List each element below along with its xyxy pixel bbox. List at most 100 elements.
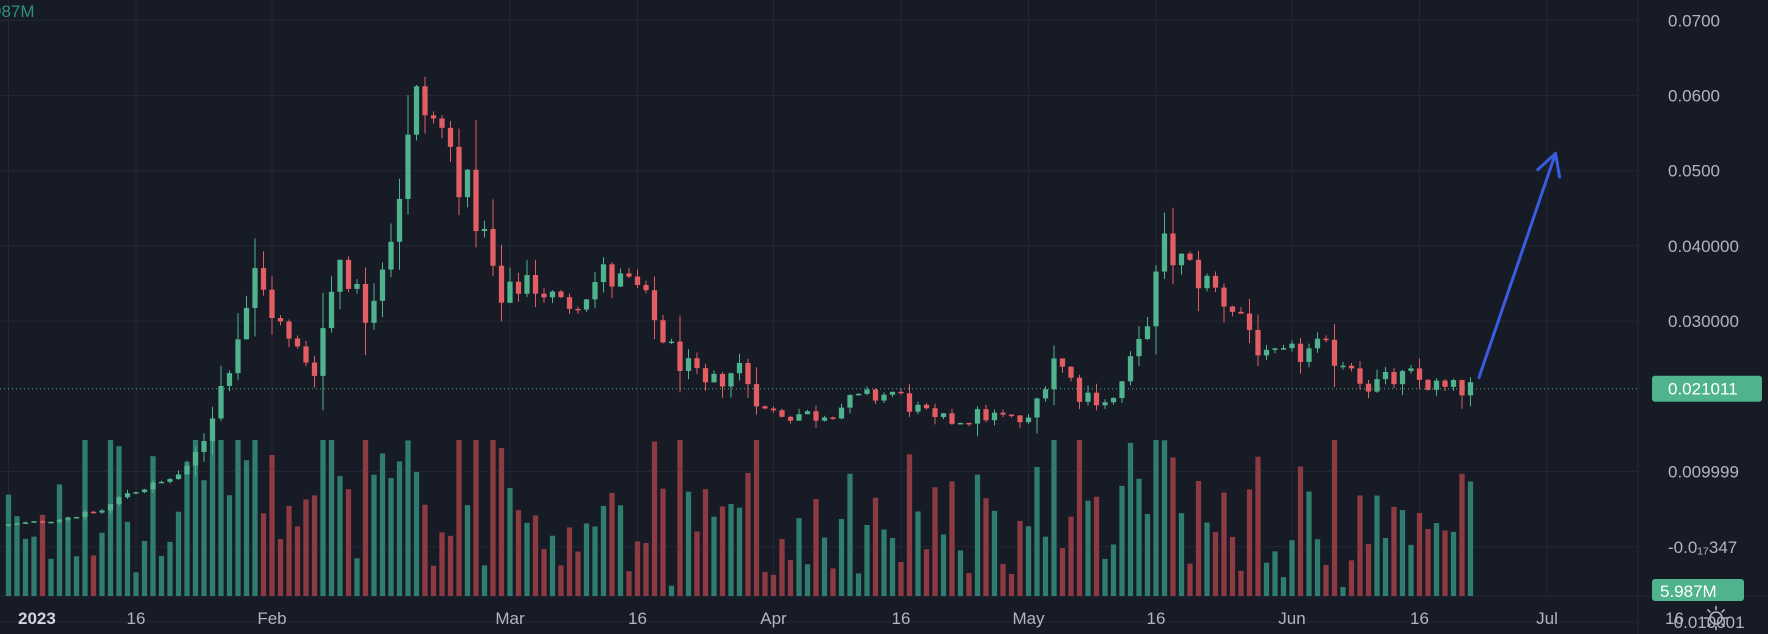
candle-body bbox=[337, 259, 343, 292]
candle-body bbox=[1416, 368, 1423, 380]
candle-body bbox=[22, 522, 29, 524]
candle-body bbox=[362, 283, 369, 323]
volume-bar bbox=[1365, 543, 1372, 596]
volume-bar bbox=[1416, 513, 1423, 596]
volume-bar bbox=[549, 535, 556, 596]
candle-body bbox=[201, 441, 207, 452]
volume-bar bbox=[1042, 536, 1049, 596]
volume-bar bbox=[957, 550, 964, 596]
volume-bar bbox=[405, 440, 411, 596]
candle-body bbox=[660, 320, 666, 343]
volume-bar bbox=[1348, 560, 1355, 596]
candle-body bbox=[320, 328, 326, 376]
sun-gear-icon[interactable] bbox=[1703, 605, 1729, 631]
candle-body bbox=[167, 479, 173, 482]
candle-body bbox=[65, 517, 71, 520]
volume-bar bbox=[677, 440, 683, 596]
volume-bar bbox=[1263, 562, 1270, 596]
price-tick-label: -0.0₁₇347 bbox=[1668, 538, 1737, 557]
volume-bar bbox=[277, 539, 284, 596]
candle-body bbox=[1093, 392, 1100, 406]
volume-bar bbox=[1195, 480, 1202, 596]
volume-bar bbox=[583, 523, 590, 596]
volume-bar bbox=[1212, 532, 1219, 596]
candle-body bbox=[39, 521, 46, 523]
volume-bar bbox=[439, 532, 445, 596]
candle-body bbox=[1144, 326, 1151, 340]
candle-body bbox=[498, 265, 505, 303]
volume-bar bbox=[821, 537, 828, 596]
volume-bar bbox=[379, 453, 386, 596]
candle-body bbox=[864, 389, 870, 394]
candle-body bbox=[1000, 412, 1006, 415]
volume-bar bbox=[507, 487, 513, 596]
volume-bar bbox=[1153, 440, 1159, 596]
volume-bar bbox=[99, 532, 105, 596]
volume-bar bbox=[1280, 577, 1287, 596]
volume-bar bbox=[660, 488, 666, 596]
volume-bar bbox=[371, 474, 377, 596]
volume-bar bbox=[1178, 513, 1185, 596]
drawn-arrow[interactable] bbox=[1477, 151, 1562, 380]
candle-body bbox=[1357, 368, 1363, 384]
volume-bar bbox=[634, 541, 641, 596]
volume-bar bbox=[464, 505, 471, 596]
volume-corner-label: 987M bbox=[0, 2, 35, 21]
time-tick-label: Mar bbox=[495, 609, 525, 628]
volume-bar bbox=[184, 461, 190, 596]
volume-bar bbox=[1000, 563, 1006, 596]
candle-body bbox=[541, 293, 547, 298]
volume-bar bbox=[1408, 544, 1414, 596]
volume-bar bbox=[150, 456, 156, 596]
time-tick-label: Jun bbox=[1278, 609, 1305, 628]
sun-core bbox=[1709, 611, 1723, 625]
candle-body bbox=[881, 394, 887, 401]
price-axis[interactable]: 0.0700 0.0600 0.0500 0.040000 0.030000 0.0099… bbox=[1668, 11, 1745, 632]
volume-bar bbox=[1068, 516, 1074, 596]
volume-bar bbox=[1034, 466, 1040, 596]
volume-bar bbox=[1314, 539, 1321, 596]
candlesticks[interactable] bbox=[5, 76, 1474, 527]
volume-bar bbox=[898, 562, 904, 596]
candle-body bbox=[371, 300, 377, 323]
candle-body bbox=[753, 384, 760, 407]
volume-bar bbox=[1136, 478, 1142, 596]
candle-body bbox=[813, 411, 819, 421]
volume-bar bbox=[337, 476, 343, 596]
candle-body bbox=[439, 118, 445, 128]
candle-body bbox=[1391, 371, 1397, 385]
candle-body bbox=[99, 510, 105, 513]
time-tick-label: 2023 bbox=[18, 609, 56, 628]
candle-body bbox=[1034, 398, 1040, 418]
candle-body bbox=[90, 511, 97, 514]
candle-body bbox=[31, 521, 37, 523]
price-tick-label: 0.0700 bbox=[1668, 11, 1720, 30]
candle-body bbox=[677, 341, 683, 371]
volume-bar bbox=[31, 536, 37, 596]
time-tick-label: May bbox=[1012, 609, 1045, 628]
volume-bar bbox=[1297, 466, 1304, 596]
price-tick-label: 0.009999 bbox=[1668, 463, 1739, 482]
candle-body bbox=[1076, 377, 1083, 402]
volume-bar bbox=[1459, 473, 1465, 596]
sun-ray bbox=[1721, 623, 1725, 627]
volume-bar bbox=[830, 568, 836, 596]
candle-body bbox=[1161, 233, 1168, 272]
candle-body bbox=[1442, 380, 1448, 387]
volume-bar bbox=[158, 555, 165, 596]
candle-body bbox=[1450, 380, 1457, 387]
candle-body bbox=[821, 417, 828, 421]
candle-body bbox=[745, 362, 751, 385]
volume-bar bbox=[1102, 558, 1108, 596]
candle-body bbox=[141, 489, 148, 493]
time-axis[interactable]: 2023 16 Feb Mar 16 Apr 16 May 16 Jun 16 Jul 16 bbox=[18, 609, 1684, 628]
candle-body bbox=[1255, 329, 1261, 356]
volume-bar bbox=[694, 531, 700, 596]
candle-body bbox=[651, 290, 658, 321]
candle-body bbox=[728, 373, 734, 387]
volume-bar bbox=[141, 540, 148, 596]
candle-body bbox=[855, 393, 862, 396]
candle-body bbox=[184, 465, 190, 475]
candle-body bbox=[5, 524, 12, 526]
